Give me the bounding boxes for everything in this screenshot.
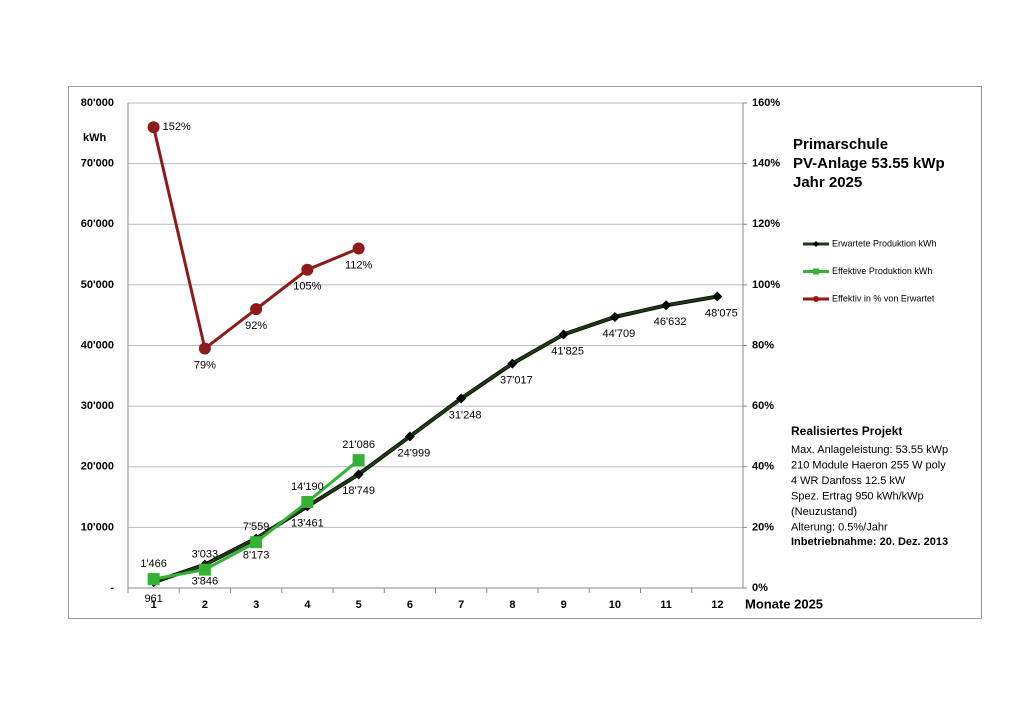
- point: [352, 454, 365, 467]
- y2-tick-label: 20%: [752, 521, 774, 533]
- data-label: 105%: [293, 281, 321, 293]
- legend-marker: [813, 241, 819, 247]
- data-label: 961: [144, 593, 162, 605]
- data-label: 112%: [345, 259, 373, 271]
- point: [250, 303, 263, 316]
- x-tick-label: 7: [458, 599, 464, 611]
- point: [352, 242, 365, 255]
- series-line: [153, 295, 718, 584]
- y-tick-label: 80'000: [81, 97, 114, 109]
- x-tick-label: 9: [561, 599, 567, 611]
- data-label: 8'173: [243, 549, 270, 561]
- point: [507, 358, 518, 369]
- x-tick-label: 5: [356, 599, 362, 611]
- x-axis-label: Monate 2025: [745, 596, 823, 611]
- notes-line: Spez. Ertrag 950 kWh/kWp: [791, 490, 924, 502]
- y-tick-label: 40'000: [81, 339, 114, 351]
- data-label: 18'749: [342, 485, 375, 497]
- x-tick-label: 11: [660, 599, 672, 611]
- y2-tick-label: 100%: [752, 279, 780, 291]
- data-label: 152%: [163, 121, 191, 133]
- point: [558, 329, 569, 340]
- chart-title: Jahr 2025: [793, 174, 862, 191]
- point: [661, 300, 672, 311]
- data-label: 37'017: [500, 374, 533, 386]
- point: [250, 536, 263, 549]
- legend-marker: [813, 296, 819, 302]
- y2-tick-label: 80%: [752, 339, 774, 351]
- data-label: 21'086: [342, 439, 375, 451]
- data-label: 3'846: [192, 576, 219, 588]
- chart-frame: [68, 86, 982, 619]
- data-label: 92%: [245, 320, 267, 332]
- data-label: 1'466: [140, 558, 167, 570]
- data-label: 31'248: [449, 409, 482, 421]
- y-axis-label: kWh: [83, 132, 107, 144]
- point: [712, 291, 723, 302]
- y2-tick-label: 160%: [752, 97, 780, 109]
- x-tick-label: 3: [253, 599, 259, 611]
- y2-tick-label: 60%: [752, 400, 774, 412]
- x-tick-label: 12: [711, 599, 723, 611]
- y-tick-label: 10'000: [81, 521, 114, 533]
- data-label: 46'632: [654, 316, 687, 328]
- y2-tick-label: 120%: [752, 218, 780, 230]
- legend-marker: [813, 268, 819, 275]
- notes-line: Max. Anlageleistung: 53.55 kWp: [791, 444, 948, 456]
- y-tick-label: 50'000: [81, 279, 114, 291]
- x-tick-label: 2: [202, 599, 208, 611]
- x-tick-label: 10: [609, 599, 621, 611]
- legend-label: Erwartete Produktion kWh: [832, 238, 937, 248]
- y2-tick-label: 0%: [752, 582, 768, 594]
- notes-line: (Neuzustand): [791, 506, 857, 518]
- notes-line: Alterung: 0.5%/Jahr: [791, 521, 888, 533]
- notes-heading: Realisiertes Projekt: [791, 424, 902, 438]
- point: [301, 495, 314, 508]
- chart-title: PV-Anlage 53.55 kWp: [793, 155, 945, 172]
- notes-line: 210 Module Haeron 255 W poly: [791, 459, 946, 471]
- point: [456, 393, 467, 404]
- series-line: [152, 126, 360, 352]
- x-tick-label: 1: [151, 599, 157, 611]
- data-label: 79%: [194, 359, 216, 371]
- y-tick-label: 70'000: [81, 158, 114, 170]
- y-tick-label: 60'000: [81, 218, 114, 230]
- data-label: 14'190: [291, 481, 324, 493]
- x-tick-label: 6: [407, 599, 413, 611]
- legend-label: Effektiv in % von Erwartet: [832, 293, 935, 303]
- point: [404, 431, 415, 442]
- point: [198, 342, 211, 355]
- data-label: 41'825: [551, 345, 584, 357]
- point: [609, 311, 620, 322]
- point: [198, 563, 211, 576]
- x-tick-label: 4: [304, 599, 311, 611]
- y-tick-label: -: [110, 582, 114, 594]
- point: [147, 573, 160, 586]
- data-label: 7'559: [243, 521, 270, 533]
- data-label: 3'033: [192, 549, 219, 561]
- y-tick-label: 30'000: [81, 400, 114, 412]
- data-label: 44'709: [603, 328, 636, 340]
- point: [301, 263, 314, 276]
- notes-footer: Inbetriebnahme: 20. Dez. 2013: [791, 536, 948, 548]
- y2-tick-label: 140%: [752, 158, 780, 170]
- y2-tick-label: 40%: [752, 461, 774, 473]
- chart-title: Primarschule: [793, 136, 888, 153]
- point: [353, 469, 364, 480]
- x-tick-label: 8: [509, 599, 515, 611]
- legend-label: Effektive Produktion kWh: [832, 266, 932, 276]
- data-label: 13'461: [291, 517, 324, 529]
- data-label: 48'075: [705, 307, 738, 319]
- notes-line: 4 WR Danfoss 12.5 kW: [791, 475, 906, 487]
- point: [147, 121, 160, 134]
- data-label: 24'999: [398, 447, 431, 459]
- y-tick-label: 20'000: [81, 461, 114, 473]
